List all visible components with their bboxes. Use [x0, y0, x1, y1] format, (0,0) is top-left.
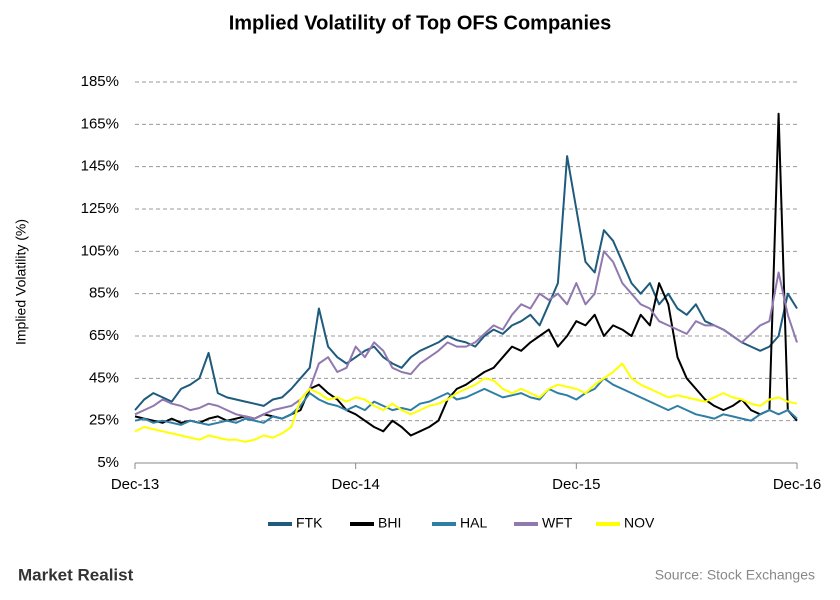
series-line — [134, 250, 798, 420]
y-tick-label: 5% — [97, 454, 119, 471]
series-line — [134, 362, 798, 443]
x-tick-label: Dec-16 — [773, 476, 821, 493]
legend-label: HAL — [460, 515, 487, 531]
x-tick-label: Dec-13 — [111, 476, 159, 493]
y-tick-label: 65% — [89, 327, 119, 344]
y-tick-label: 105% — [81, 242, 119, 259]
y-tick-label: 165% — [81, 115, 119, 132]
x-tick-label: Dec-14 — [331, 476, 379, 493]
brand: Market Realist — [18, 565, 134, 584]
legend-label: WFT — [542, 515, 573, 531]
source: Source: Stock Exchanges — [655, 567, 815, 583]
legend-label: NOV — [624, 515, 655, 531]
y-tick-label: 25% — [89, 412, 119, 429]
y-tick-label: 145% — [81, 158, 119, 175]
series-line — [134, 377, 798, 426]
series-line — [134, 112, 798, 437]
chart-title: Implied Volatility of Top OFS Companies — [229, 12, 612, 34]
x-tick-label: Dec-15 — [552, 476, 600, 493]
y-tick-label: 125% — [81, 200, 119, 217]
legend-label: FTK — [296, 515, 323, 531]
y-tick-label: 185% — [81, 73, 119, 90]
series-line — [134, 155, 798, 411]
y-tick-label: 85% — [89, 285, 119, 302]
legend-label: BHI — [378, 515, 401, 531]
y-axis-label: Implied Volatility (%) — [13, 219, 29, 345]
y-tick-label: 45% — [89, 369, 119, 386]
